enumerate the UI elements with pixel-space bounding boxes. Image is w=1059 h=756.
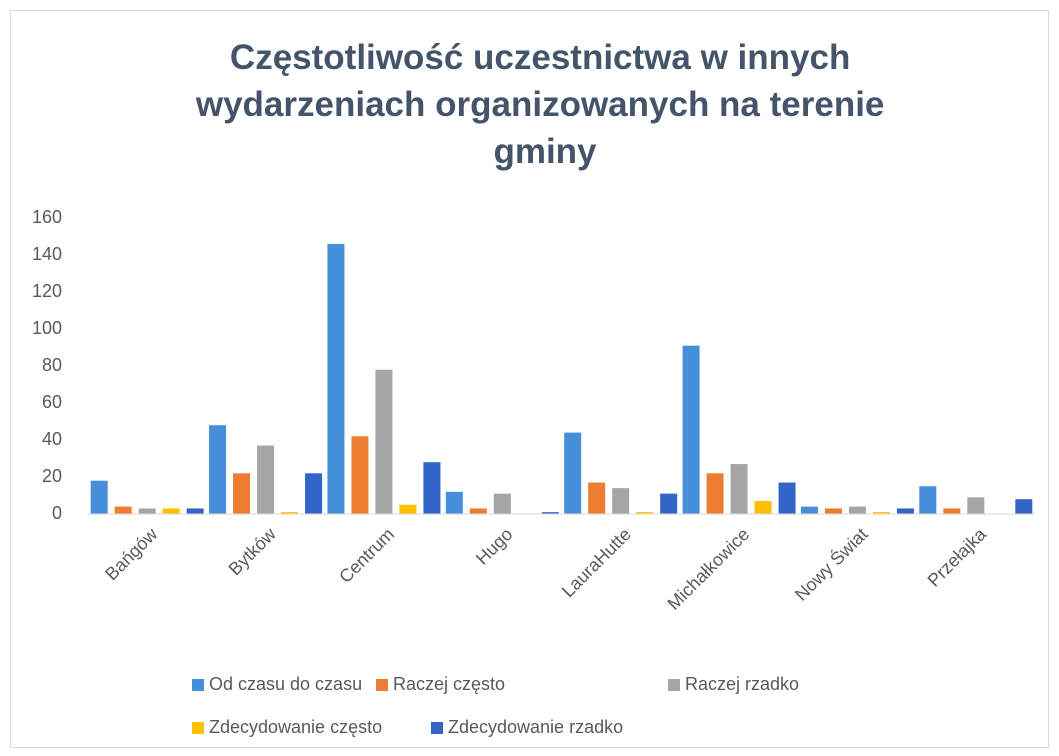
legend-swatch <box>376 679 388 691</box>
bar <box>327 243 345 514</box>
bar <box>636 512 654 514</box>
bar <box>588 482 606 514</box>
y-tick-label: 40 <box>42 429 62 449</box>
bar <box>114 506 132 514</box>
bar <box>682 345 700 514</box>
chart-frame <box>10 10 1049 748</box>
legend-label: Raczej często <box>393 674 505 694</box>
bar <box>967 497 985 514</box>
bar <box>848 506 866 514</box>
bar <box>445 491 463 514</box>
y-tick-label: 0 <box>52 503 62 523</box>
bar <box>660 493 678 514</box>
bar <box>233 473 251 514</box>
y-tick-label: 140 <box>32 244 62 264</box>
bar <box>162 508 180 514</box>
legend-swatch <box>668 679 680 691</box>
bar <box>919 486 937 514</box>
bar <box>778 482 796 514</box>
bar <box>351 436 369 514</box>
y-tick-label: 20 <box>42 466 62 486</box>
legend-label: Zdecydowanie rzadko <box>448 717 623 737</box>
bar <box>469 508 487 514</box>
bar <box>138 508 156 514</box>
bar <box>209 425 227 514</box>
bar <box>800 506 818 514</box>
bar <box>872 512 890 514</box>
bar <box>281 512 299 514</box>
bar <box>493 493 511 514</box>
bar <box>399 504 417 514</box>
legend-label: Zdecydowanie często <box>209 717 382 737</box>
legend-swatch <box>192 722 204 734</box>
legend-swatch <box>192 679 204 691</box>
legend-swatch <box>431 722 443 734</box>
bar <box>564 432 582 514</box>
bar <box>1015 499 1033 514</box>
bar <box>423 462 441 514</box>
bar <box>706 473 724 514</box>
y-tick-label: 80 <box>42 355 62 375</box>
y-tick-label: 60 <box>42 392 62 412</box>
bar <box>612 488 630 514</box>
bar <box>257 445 275 514</box>
y-tick-label: 120 <box>32 281 62 301</box>
legend-label: Raczej rzadko <box>685 674 799 694</box>
bar <box>90 480 108 514</box>
bar <box>730 464 748 514</box>
bar <box>943 508 961 514</box>
legend-label: Od czasu do czasu <box>209 674 362 694</box>
bar <box>824 508 842 514</box>
bar <box>375 369 393 514</box>
chart-title: Częstotliwość uczestnictwa w innych wyda… <box>195 38 894 171</box>
y-tick-label: 160 <box>32 207 62 227</box>
bar <box>305 473 323 514</box>
bar <box>754 501 772 514</box>
bar <box>896 508 914 514</box>
y-tick-label: 100 <box>32 318 62 338</box>
bar <box>541 512 559 514</box>
bar <box>186 508 204 514</box>
